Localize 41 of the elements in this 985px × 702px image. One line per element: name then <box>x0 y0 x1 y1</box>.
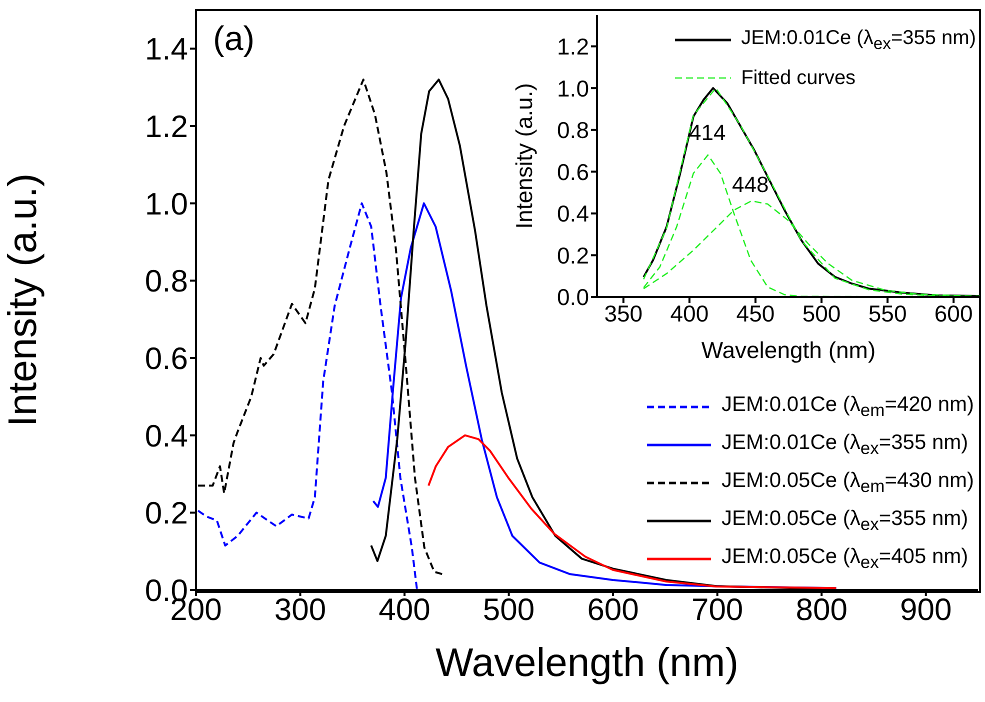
legend-label: JEM:0.01Ce (λ$_{ex}$=355 nm) <box>721 430 968 460</box>
y-tick-label: 1.4 <box>144 32 188 67</box>
legend-label: JEM:0.05Ce (λ$_{em}$=430 nm) <box>721 468 974 498</box>
y-tick-label: 0.6 <box>557 158 589 185</box>
annotation: 448 <box>732 172 769 198</box>
y-axis-title: Intensity (a.u.) <box>511 83 538 229</box>
legend-label: JEM:0.01Ce (λ$_{em}$=420 nm) <box>721 392 974 422</box>
y-tick-label: 0.4 <box>144 418 188 454</box>
legend-label: JEM:0.05Ce (λ$_{ex}$=355 nm) <box>721 506 968 536</box>
y-tick-label: 0.4 <box>557 200 590 227</box>
y-tick-label: 0.2 <box>557 242 589 268</box>
x-tick-label: 550 <box>868 300 907 326</box>
y-tick-label: 1.2 <box>144 109 188 144</box>
annotation: (a) <box>213 20 255 59</box>
x-tick-label: 400 <box>670 300 709 326</box>
x-tick-label: 400 <box>378 592 430 628</box>
y-tick-label: 0.8 <box>557 117 589 144</box>
x-tick-label: 800 <box>796 592 848 628</box>
x-tick-label: 600 <box>934 300 973 326</box>
y-tick-label: 1.0 <box>144 186 188 222</box>
annotation: 414 <box>689 120 726 146</box>
x-axis-title: Wavelength (nm) <box>435 641 739 685</box>
y-tick-label: 1.0 <box>557 75 589 102</box>
y-tick-label: 0.0 <box>557 284 589 310</box>
x-tick-label: 300 <box>274 592 326 628</box>
x-tick-label: 500 <box>482 592 535 628</box>
y-tick-label: 1.2 <box>557 34 589 60</box>
legend-label: JEM:0.01Ce (λ$_{ex}$=355 nm) <box>741 26 976 54</box>
x-tick-label: 900 <box>900 592 952 628</box>
y-axis-title: Intensity (a.u.) <box>1 173 46 427</box>
x-tick-label: 600 <box>587 592 639 628</box>
x-tick-label: 350 <box>604 300 643 326</box>
legend-label: Fitted curves <box>741 66 856 90</box>
y-tick-label: 0.2 <box>144 496 188 531</box>
y-tick-label: 0.6 <box>144 341 188 376</box>
x-axis-title: Wavelength (nm) <box>701 337 876 363</box>
legend-label: JEM:0.05Ce (λ$_{ex}$=405 nm) <box>721 544 968 574</box>
y-tick-label: 0.8 <box>144 264 188 299</box>
x-tick-label: 450 <box>736 300 775 326</box>
x-tick-label: 700 <box>691 592 744 628</box>
x-tick-label: 500 <box>802 300 841 326</box>
